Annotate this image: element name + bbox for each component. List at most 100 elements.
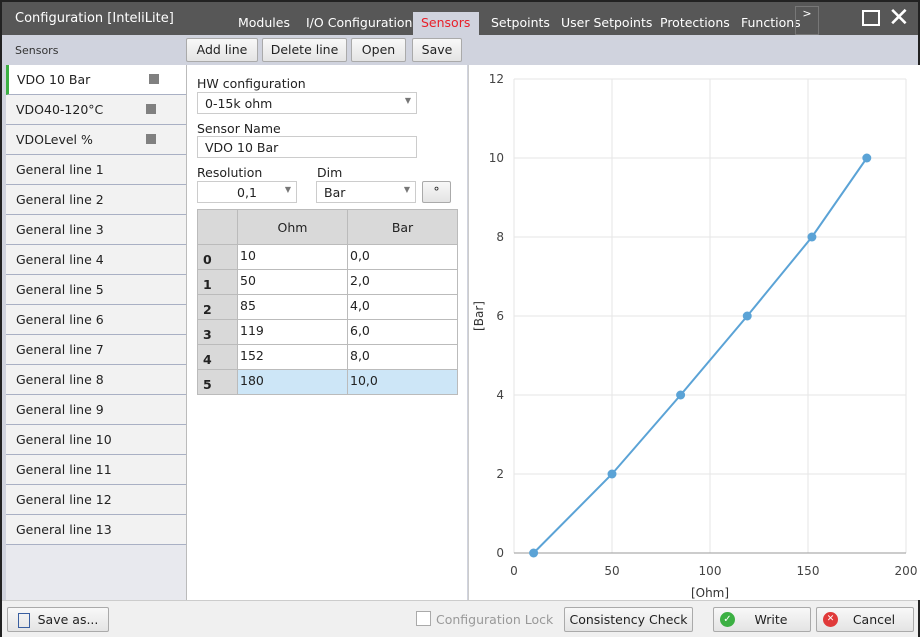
save-button[interactable]: Save [412, 38, 462, 62]
data-point [742, 311, 752, 321]
sensor-name-input[interactable]: VDO 10 Bar [197, 136, 417, 158]
table-cell[interactable]: 119 [237, 319, 348, 345]
x-axis-label: [Ohm] [691, 586, 729, 600]
sidebar-item[interactable]: VDOLevel % [6, 125, 186, 155]
table-cell[interactable]: 180 [237, 369, 348, 395]
row-index: 2 [197, 294, 238, 320]
table-cell[interactable]: 10,0 [347, 369, 458, 395]
row-index: 4 [197, 344, 238, 370]
sidebar-item-label: General line 11 [16, 462, 112, 477]
table-cell[interactable]: 50 [237, 269, 348, 295]
tab-io-configuration[interactable]: I/O Configuration [306, 15, 413, 30]
sidebar-item[interactable]: General line 11 [6, 455, 186, 485]
sidebar-item[interactable]: General line 6 [6, 305, 186, 335]
sidebar-item[interactable]: General line 12 [6, 485, 186, 515]
sidebar-item-label: General line 10 [16, 432, 112, 447]
sidebar-item[interactable]: General line 9 [6, 395, 186, 425]
sidebar-item[interactable]: VDO 10 Bar [6, 65, 186, 95]
degree-button[interactable]: ° [422, 181, 451, 203]
hw-config-select[interactable]: 0-15k ohm ▼ [197, 92, 417, 114]
y-tick-label: 6 [496, 309, 504, 323]
table-row[interactable]: 3 119 6,0 [197, 319, 458, 345]
table-row[interactable]: 4 152 8,0 [197, 344, 458, 370]
table-cell[interactable]: 152 [237, 344, 348, 370]
tab-setpoints[interactable]: Setpoints [491, 15, 550, 30]
table-cell[interactable]: 85 [237, 294, 348, 320]
table-cell[interactable]: 0,0 [347, 244, 458, 270]
status-square-icon [149, 74, 159, 84]
consistency-check-button[interactable]: Consistency Check [564, 607, 693, 632]
status-square-icon [146, 134, 156, 144]
sidebar-item[interactable]: General line 5 [6, 275, 186, 305]
tab-modules[interactable]: Modules [238, 15, 290, 30]
chart-pane: 0 50 100 150 200 0 2 4 6 8 10 12 [Ohm] [Bar] [468, 65, 920, 600]
title-bar: Configuration [InteliLite] Modules I/O C… [2, 2, 918, 35]
data-point [807, 232, 817, 242]
section-title: Sensors [15, 44, 59, 57]
hw-config-label: HW configuration [197, 76, 306, 91]
row-index: 3 [197, 319, 238, 345]
table-row[interactable]: 0 10 0,0 [197, 244, 458, 270]
x-tick-label: 0 [510, 564, 518, 578]
table-cell[interactable]: 10 [237, 244, 348, 270]
dim-select[interactable]: Bar ▼ [316, 181, 416, 203]
corner-header [197, 209, 238, 245]
sidebar-item-label: General line 3 [16, 222, 104, 237]
sensor-name-label: Sensor Name [197, 121, 281, 136]
x-tick-label: 200 [895, 564, 918, 578]
sidebar-item[interactable]: General line 4 [6, 245, 186, 275]
resolution-label: Resolution [197, 165, 263, 180]
series-line [532, 157, 868, 554]
cancel-icon: ✕ [823, 612, 838, 627]
table-row[interactable]: 2 85 4,0 [197, 294, 458, 320]
sidebar-item-label: General line 7 [16, 342, 104, 357]
write-label: Write [754, 611, 788, 627]
resolution-select[interactable]: 0,1 ▼ [197, 181, 297, 203]
tab-functions[interactable]: Functions [741, 15, 801, 30]
maximize-icon[interactable] [862, 10, 880, 26]
resolution-value: 0,1 [237, 185, 257, 200]
sidebar-item[interactable]: General line 1 [6, 155, 186, 185]
sidebar-item-label: VDO 10 Bar [17, 72, 91, 87]
sidebar-item-label: General line 5 [16, 282, 104, 297]
floppy-icon [17, 612, 30, 628]
chevron-down-icon: ▼ [284, 185, 291, 194]
sidebar-item[interactable]: General line 7 [6, 335, 186, 365]
data-point [676, 390, 686, 400]
chevron-down-icon: ▼ [403, 185, 410, 194]
sidebar-item[interactable]: General line 13 [6, 515, 186, 545]
tab-protections[interactable]: Protections [660, 15, 730, 30]
table-cell[interactable]: 4,0 [347, 294, 458, 320]
y-tick-label: 8 [496, 230, 504, 244]
sensor-list: VDO 10 Bar VDO40-120°C VDOLevel % General l… [6, 65, 187, 600]
write-button[interactable]: ✓ Write [713, 607, 811, 632]
table-cell[interactable]: 6,0 [347, 319, 458, 345]
close-icon[interactable]: ✕ [888, 3, 910, 33]
sidebar-item[interactable]: General line 2 [6, 185, 186, 215]
tab-user-setpoints[interactable]: User Setpoints [561, 15, 653, 30]
table-cell[interactable]: 2,0 [347, 269, 458, 295]
sensor-editor: HW configuration 0-15k ohm ▼ Sensor Name … [187, 65, 467, 600]
delete-line-button[interactable]: Delete line [262, 38, 347, 62]
add-line-button[interactable]: Add line [186, 38, 258, 62]
y-axis-label: [Bar] [472, 301, 486, 331]
config-lock-checkbox[interactable] [416, 611, 431, 626]
sidebar-item[interactable]: General line 8 [6, 365, 186, 395]
sidebar-item-label: General line 12 [16, 492, 112, 507]
open-button[interactable]: Open [351, 38, 406, 62]
sensor-table: Ohm Bar 0 10 0,0 1 50 2,0 2 85 4,0 3 119 6,0 4 152 8,0 5… [197, 209, 458, 395]
data-point [607, 469, 617, 479]
column-header-bar: Bar [347, 209, 458, 245]
cancel-button[interactable]: ✕ Cancel [816, 607, 914, 632]
save-as-button[interactable]: Save as... [7, 607, 109, 632]
sidebar-item[interactable]: General line 10 [6, 425, 186, 455]
data-point [862, 153, 872, 163]
sidebar-item[interactable]: VDO40-120°C [6, 95, 186, 125]
table-row[interactable]: 5 180 10,0 [197, 369, 458, 395]
table-cell[interactable]: 8,0 [347, 344, 458, 370]
tab-sensors[interactable]: Sensors [413, 12, 479, 35]
table-row[interactable]: 1 50 2,0 [197, 269, 458, 295]
sidebar-item[interactable]: General line 3 [6, 215, 186, 245]
more-tabs-button[interactable]: > [795, 6, 819, 35]
y-tick-label: 12 [489, 72, 504, 86]
